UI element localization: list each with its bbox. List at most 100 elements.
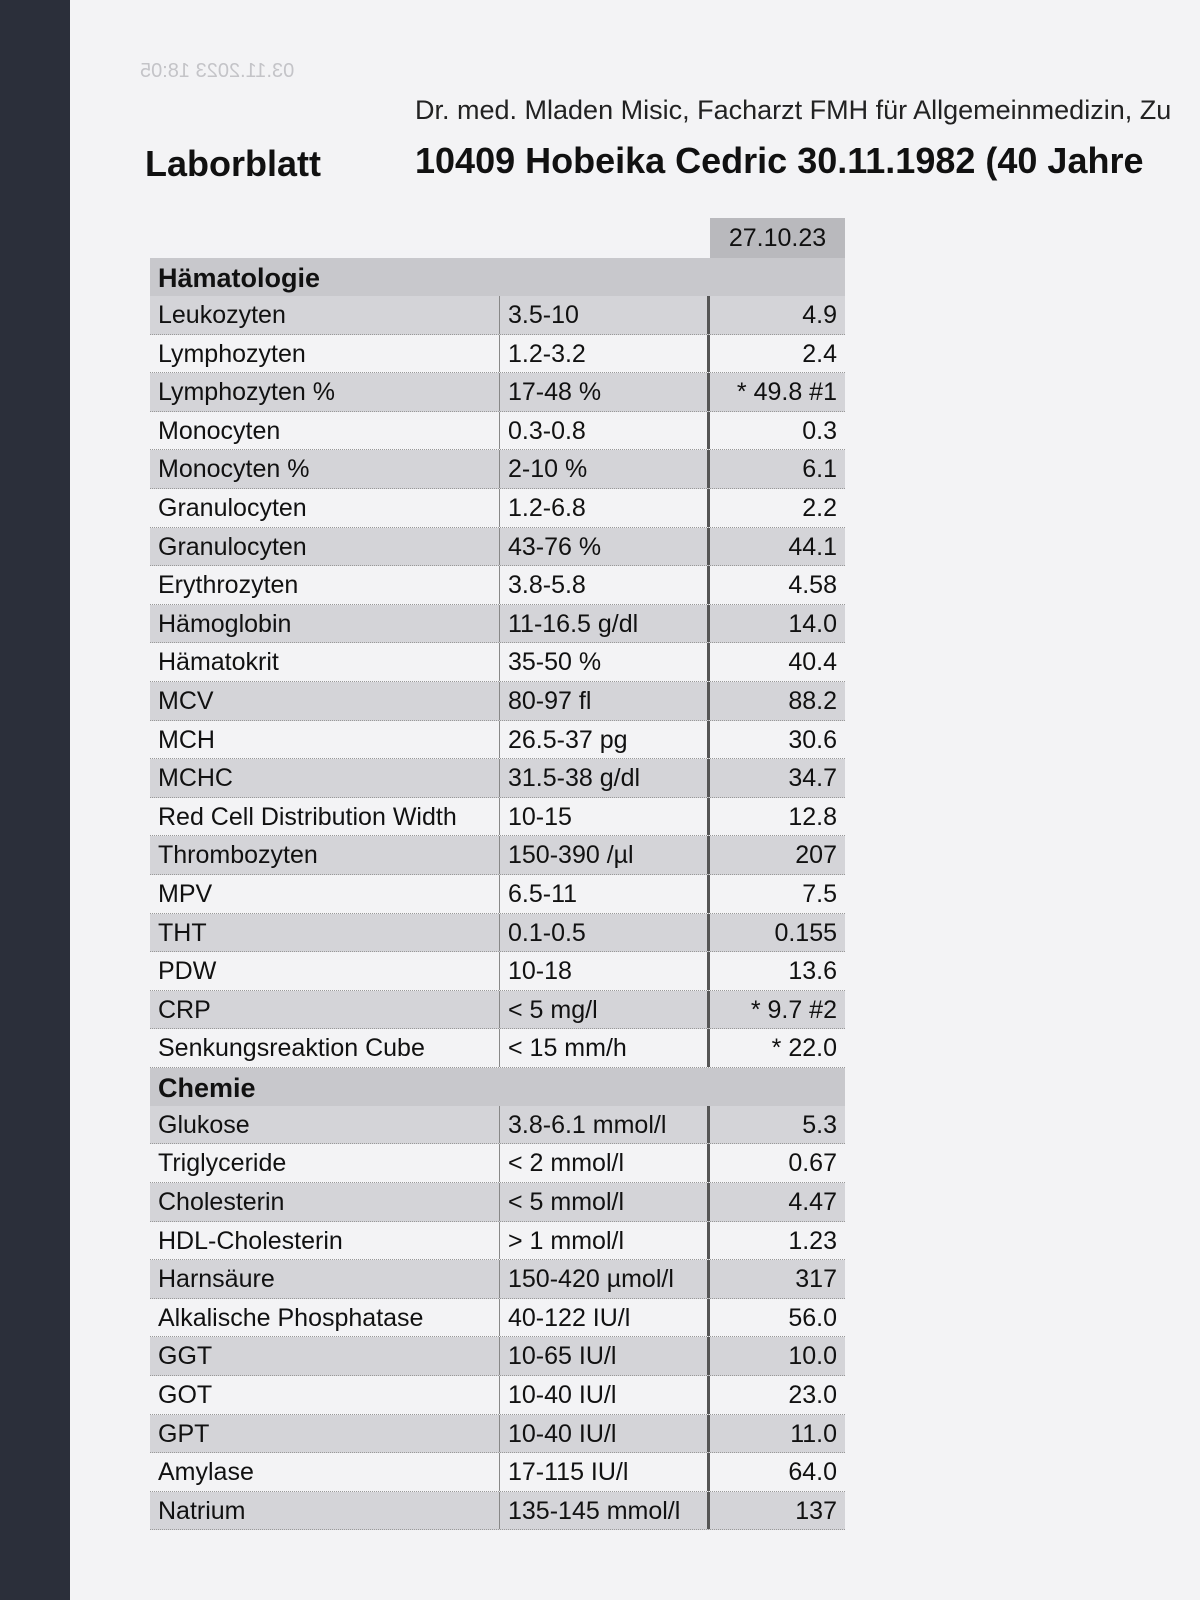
- reference-range: 3.8-6.1 mmol/l: [500, 1105, 710, 1144]
- result: 0.67: [788, 1149, 837, 1178]
- test-name: Hämatokrit: [150, 643, 500, 681]
- result: * 49.8 #1: [736, 378, 837, 407]
- result: 4.47: [788, 1188, 837, 1217]
- reference-range: 3.8-5.8: [500, 566, 710, 604]
- reference-range: 0.1-0.5: [500, 913, 710, 952]
- result: 2.4: [802, 339, 837, 368]
- reference-range: < 5 mmol/l: [500, 1183, 710, 1221]
- table-row: Monocyten % 2-10 % 6.1: [150, 450, 845, 489]
- reference-range: 17-48 %: [500, 373, 710, 411]
- test-name: MCHC: [150, 759, 500, 797]
- patient: 10409 Hobeika Cedric 30.11.1982 (40 Jahr…: [415, 140, 1144, 181]
- test-name: GPT: [150, 1414, 500, 1453]
- test-name: CRP: [150, 990, 500, 1029]
- test-name: Monocyten %: [150, 450, 500, 488]
- test-name: Thrombozyten: [150, 836, 500, 874]
- table-row: Triglyceride < 2 mmol/l 0.67: [150, 1144, 845, 1184]
- test-name: Cholesterin: [150, 1183, 500, 1221]
- table-row: Cholesterin < 5 mmol/l 4.47: [150, 1183, 845, 1222]
- test-name: Granulocyten: [150, 527, 500, 566]
- test-name: Senkungsreaktion Cube: [150, 1029, 500, 1067]
- table-row: Granulocyten 43-76 % 44.1: [150, 527, 845, 567]
- result: 7.5: [802, 879, 837, 908]
- reference-range: 0.3-0.8: [500, 411, 710, 450]
- result: 5.3: [802, 1110, 837, 1139]
- reference-range: 40-122 IU/l: [500, 1298, 710, 1337]
- reference-range: 6.5-11: [500, 874, 710, 913]
- result: 1.23: [788, 1226, 837, 1255]
- result: 0.155: [774, 918, 837, 947]
- result: 30.6: [788, 725, 837, 754]
- lab-table: 27.10.23 Hämatologie Leukozyten 3.5-10 4.9 L…: [150, 218, 845, 1531]
- table-row: Thrombozyten 150-390 /µl 207: [150, 836, 845, 875]
- result: 4.9: [802, 301, 837, 329]
- result: 13.6: [788, 957, 837, 986]
- result: 64.0: [788, 1458, 837, 1487]
- table-row: Erythrozyten 3.8-5.8 4.58: [150, 566, 845, 605]
- table-row: MPV 6.5-11 7.5: [150, 874, 845, 914]
- result: 137: [795, 1496, 837, 1525]
- result: 56.0: [788, 1303, 837, 1332]
- stamp: 03.11.2023 18:05: [140, 60, 295, 82]
- test-name: MCV: [150, 681, 500, 720]
- table-row: GGT 10-65 IU/l 10.0: [150, 1337, 845, 1377]
- table-row: Amylase 17-115 IU/l 64.0: [150, 1453, 845, 1492]
- reference-range: 43-76 %: [500, 527, 710, 566]
- reference-range: 10-40 IU/l: [500, 1414, 710, 1453]
- test-name: THT: [150, 913, 500, 952]
- result: * 9.7 #2: [750, 995, 837, 1024]
- result: 12.8: [788, 802, 837, 831]
- result: 40.4: [788, 648, 837, 677]
- result: 10.0: [788, 1342, 837, 1371]
- test-name: Triglyceride: [150, 1144, 500, 1183]
- test-name: Harnsäure: [150, 1260, 500, 1298]
- test-name: MPV: [150, 874, 500, 913]
- table-row: Hämoglobin 11-16.5 g/dl 14.0: [150, 604, 845, 644]
- reference-range: 150-390 /µl: [500, 836, 710, 874]
- table-row: Lymphozyten % 17-48 % * 49.8 #1: [150, 373, 845, 412]
- reference-range: 1.2-6.8: [500, 488, 710, 527]
- result: 14.0: [788, 609, 837, 638]
- test-name: MCH: [150, 720, 500, 759]
- result: 88.2: [788, 686, 837, 715]
- reference-range: 150-420 µmol/l: [500, 1260, 710, 1298]
- reference-range: 35-50 %: [500, 643, 710, 681]
- test-name: GGT: [150, 1337, 500, 1376]
- reference-range: 11-16.5 g/dl: [500, 604, 710, 643]
- table-row: HDL-Cholesterin > 1 mmol/l 1.23: [150, 1221, 845, 1261]
- test-name: Granulocyten: [150, 488, 500, 527]
- test-name: Monocyten: [150, 411, 500, 450]
- section-title: Chemie: [150, 1067, 845, 1106]
- reference-range: 135-145 mmol/l: [500, 1491, 710, 1530]
- table-row: GOT 10-40 IU/l 23.0: [150, 1376, 845, 1415]
- reference-range: 10-15: [500, 797, 710, 836]
- test-name: Hämoglobin: [150, 604, 500, 643]
- table-row: MCV 80-97 fl 88.2: [150, 681, 845, 721]
- table-row: Glukose 3.8-6.1 mmol/l 5.3: [150, 1105, 845, 1145]
- section-title: Hämatologie: [150, 258, 845, 296]
- result: 6.1: [802, 455, 837, 484]
- table-row: Lymphozyten 1.2-3.2 2.4: [150, 334, 845, 374]
- test-name: Alkalische Phosphatase: [150, 1298, 500, 1337]
- result: 23.0: [788, 1381, 837, 1410]
- table-row: Harnsäure 150-420 µmol/l 317: [150, 1260, 845, 1299]
- result: 2.2: [802, 493, 837, 522]
- date-header: 27.10.23: [710, 218, 845, 258]
- table-row: Alkalische Phosphatase 40-122 IU/l 56.0: [150, 1298, 845, 1338]
- reference-range: 2-10 %: [500, 450, 710, 488]
- reference-range: 26.5-37 pg: [500, 720, 710, 759]
- table-row: THT 0.1-0.5 0.155: [150, 913, 845, 953]
- test-name: Glukose: [150, 1105, 500, 1144]
- reference-range: 10-18: [500, 952, 710, 990]
- table-row: Natrium 135-145 mmol/l 137: [150, 1491, 845, 1531]
- reference-range: 31.5-38 g/dl: [500, 759, 710, 797]
- reference-range: 10-65 IU/l: [500, 1337, 710, 1376]
- reference-range: 17-115 IU/l: [500, 1453, 710, 1491]
- result: 11.0: [790, 1419, 837, 1448]
- table-row: Red Cell Distribution Width 10-15 12.8: [150, 797, 845, 837]
- doctor: Dr. med. Mladen Misic, Facharzt FMH für …: [415, 95, 1172, 125]
- reference-range: > 1 mmol/l: [500, 1221, 710, 1260]
- table-row: CRP < 5 mg/l * 9.7 #2: [150, 990, 845, 1030]
- test-name: Leukozyten: [150, 296, 500, 334]
